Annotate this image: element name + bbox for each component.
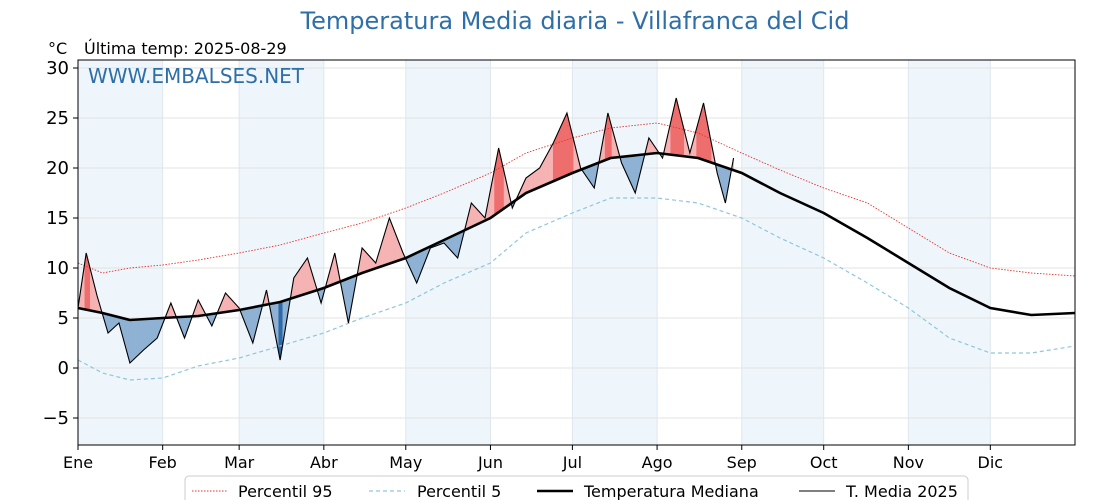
grid-lines bbox=[77, 60, 1075, 445]
x-tick-label: Ago bbox=[642, 453, 673, 472]
x-tick-label: Sep bbox=[727, 453, 757, 472]
y-tick-label: 15 bbox=[46, 208, 69, 229]
month-shade-Sep bbox=[741, 60, 824, 445]
series-lines bbox=[77, 97, 1076, 381]
x-tick-label: Mar bbox=[224, 453, 255, 472]
month-shade-Mar bbox=[239, 60, 324, 445]
x-tick-label: Oct bbox=[810, 453, 838, 472]
unit-label: °C bbox=[48, 39, 68, 58]
legend: Percentil 95 Percentil 5 Temperatura Media… bbox=[184, 475, 969, 500]
y-tick-label: −5 bbox=[42, 408, 69, 429]
last-temp-label: Última temp: 2025-08-29 bbox=[84, 39, 287, 58]
watermark: WWW.EMBALSES.NET bbox=[88, 64, 305, 88]
legend-box bbox=[184, 475, 969, 500]
y-tick-label: 30 bbox=[46, 58, 69, 79]
month-shade-Jul bbox=[572, 60, 658, 445]
x-tick-label: Jun bbox=[477, 453, 503, 472]
x-tick-label: Dic bbox=[978, 453, 1004, 472]
legend-label: Temperatura Mediana bbox=[583, 482, 759, 500]
y-tick-label: 25 bbox=[46, 108, 69, 129]
x-tick-label: Nov bbox=[893, 453, 924, 472]
legend-label: Percentil 5 bbox=[417, 482, 501, 500]
x-tick-label: Ene bbox=[63, 453, 93, 472]
media-2025-line bbox=[77, 97, 735, 365]
legend-label: Percentil 95 bbox=[238, 482, 333, 500]
plot-frame bbox=[77, 59, 1076, 446]
chart-title: Temperatura Media diaria - Villafranca d… bbox=[300, 7, 850, 35]
month-shade-Ene bbox=[78, 60, 163, 445]
axis-ticks: −5 0 5 10 15 20 25 30 Ene Feb Mar Abr May Jun Jul Ago Se… bbox=[42, 58, 1003, 472]
x-tick-label: Abr bbox=[310, 453, 338, 472]
x-tick-label: Feb bbox=[149, 453, 177, 472]
percentil-5-line bbox=[77, 197, 1076, 381]
month-shade-Nov bbox=[908, 60, 991, 445]
x-tick-label: May bbox=[389, 453, 422, 472]
y-tick-label: 10 bbox=[46, 258, 69, 279]
y-tick-label: 20 bbox=[46, 158, 69, 179]
y-tick-label: 0 bbox=[58, 358, 69, 379]
mediana-line bbox=[77, 151, 1076, 322]
y-tick-label: 5 bbox=[58, 308, 69, 329]
legend-label: T. Media 2025 bbox=[845, 482, 958, 500]
x-tick-label: Jul bbox=[562, 453, 582, 472]
percentil-95-line bbox=[77, 122, 1076, 277]
